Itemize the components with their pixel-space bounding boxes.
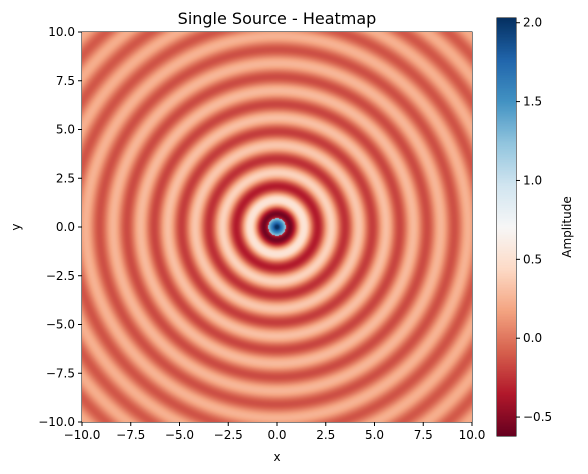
x-tick-label: −2.5 [214,428,243,442]
colorbar-tick-label: 1.0 [523,173,542,187]
y-tick-label: 5.0 [56,123,75,137]
y-tick-label: −7.5 [46,366,75,380]
x-tick-label: 2.5 [316,428,335,442]
y-tick-label: 7.5 [56,74,75,88]
x-tick-label: −7.5 [116,428,145,442]
colorbar-tick-label: −0.5 [523,410,552,424]
colorbar-tick-label: 1.5 [523,95,542,109]
x-tick-label: −5.0 [165,428,194,442]
y-axis-ticks: −10.0 −7.5 −5.0 −2.5 0.0 2.5 5.0 7.5 10.0 [38,25,82,429]
colorbar-ticks: −0.5 0.0 0.5 1.0 1.5 2.0 [516,16,552,424]
colorbar-label: Amplitude [560,196,574,258]
x-axis-label: x [273,450,280,464]
colorbar-tick-label: 0.0 [523,331,542,345]
y-tick-label: 0.0 [56,220,75,234]
x-tick-label: 10.0 [459,428,486,442]
y-tick-label: −10.0 [38,415,75,429]
y-tick-label: −5.0 [46,318,75,332]
x-tick-label: −10.0 [64,428,101,442]
x-tick-label: 0.0 [267,428,286,442]
y-tick-label: −2.5 [46,269,75,283]
chart-title: Single Source - Heatmap [178,9,377,28]
x-tick-label: 5.0 [365,428,384,442]
colorbar-tick-label: 0.5 [523,252,542,266]
x-tick-label: 7.5 [414,428,433,442]
y-tick-label: 10.0 [48,25,75,39]
colorbar-tick-label: 2.0 [523,16,542,30]
y-axis-label: y [9,223,23,230]
colorbar-gradient [497,18,516,436]
x-axis-ticks: −10.0 −7.5 −5.0 −2.5 0.0 2.5 5.0 7.5 10.0 [64,422,486,442]
heatmap-image [82,32,472,422]
y-tick-label: 2.5 [56,171,75,185]
